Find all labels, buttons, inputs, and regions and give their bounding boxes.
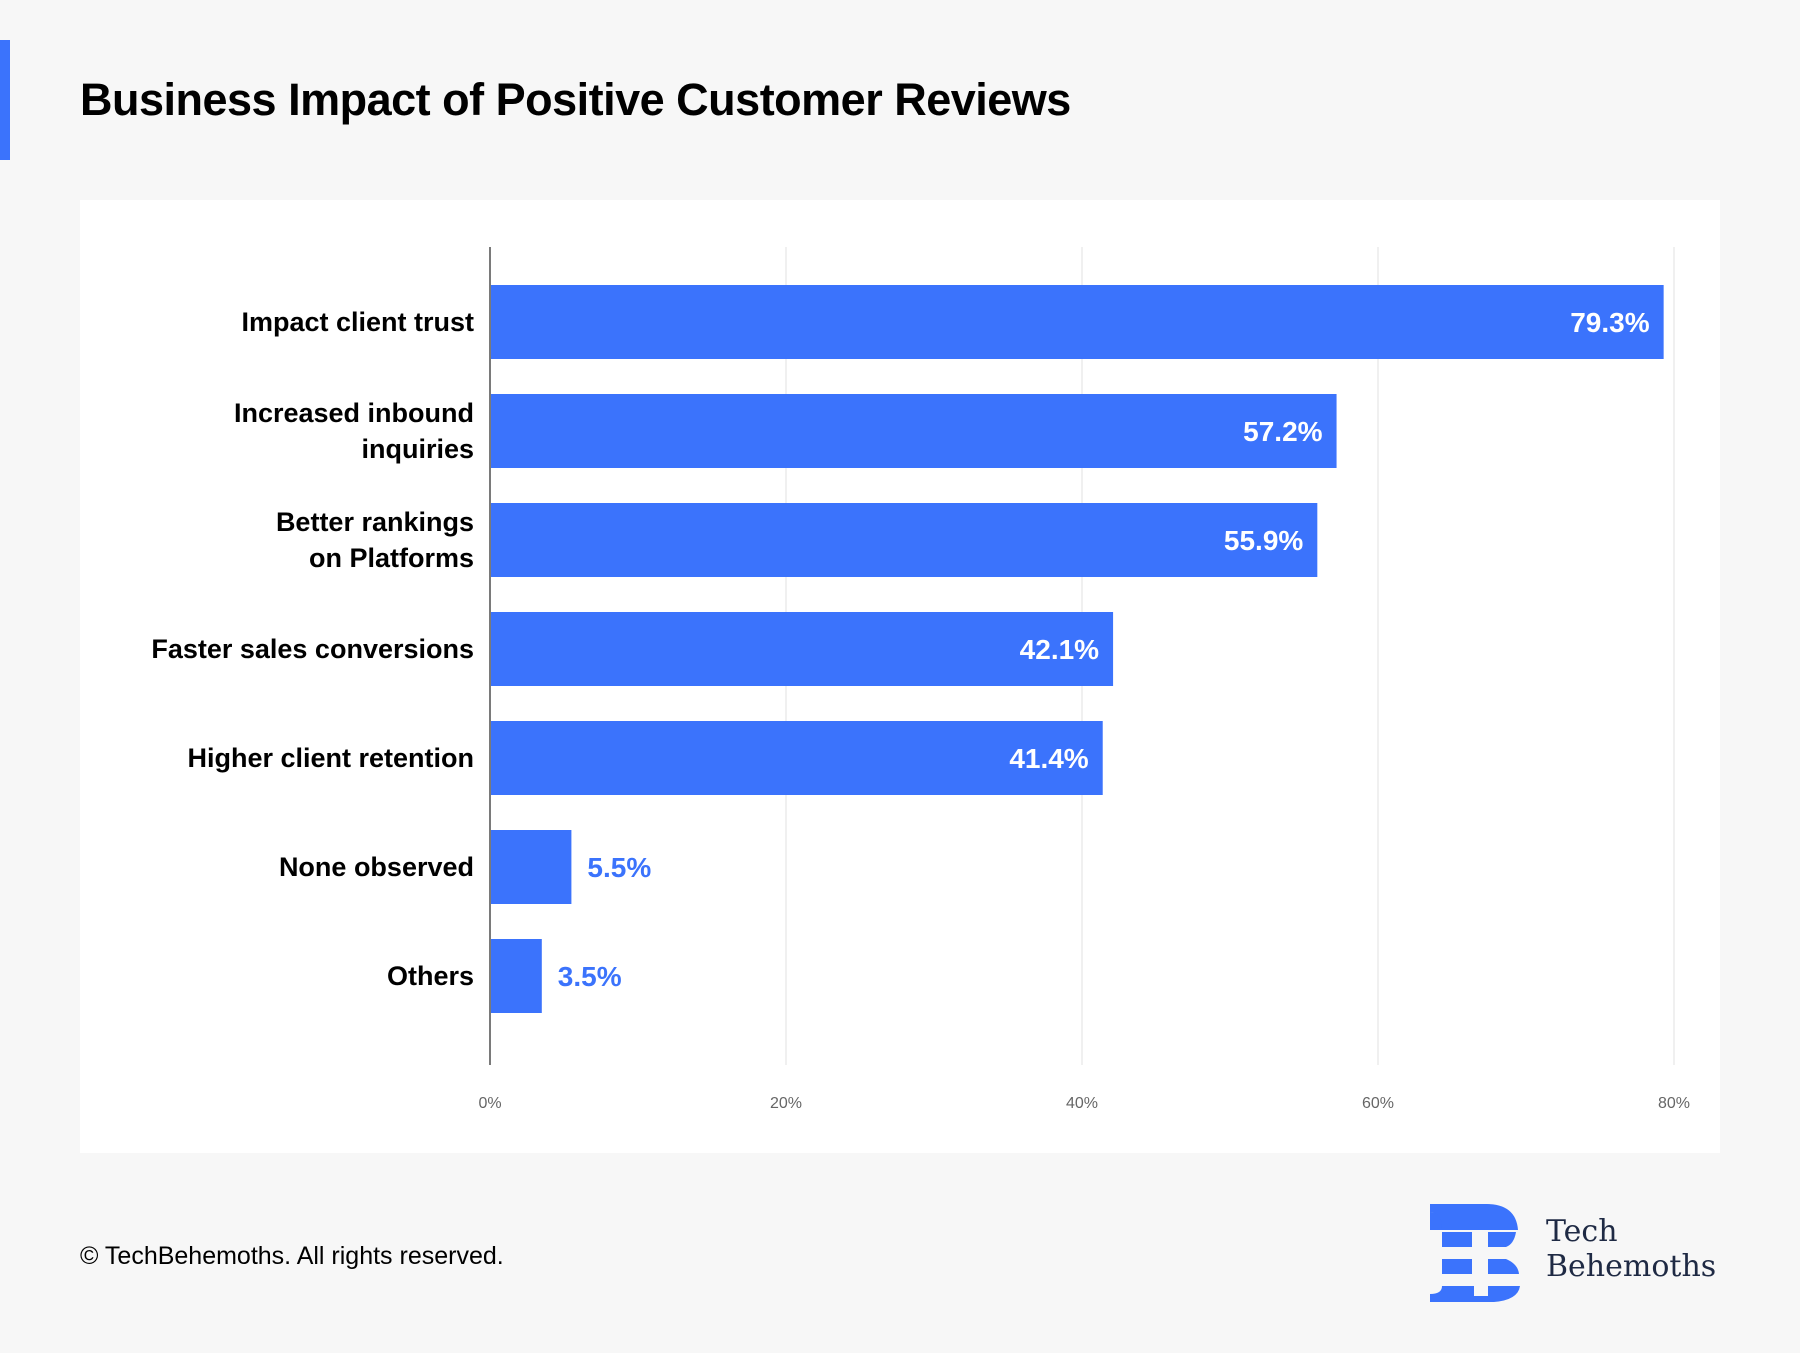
- category-label: Higher client retention: [187, 743, 474, 773]
- x-tick-label: 0%: [478, 1095, 501, 1112]
- bar-chart: 0% 20% 40% 60% 80% 79.3% Impact client trust 57…: [151, 247, 1690, 1112]
- category-label: Impact client trust: [241, 307, 474, 337]
- x-tick-label: 40%: [1066, 1095, 1098, 1112]
- brand-line-2: Behemoths: [1546, 1249, 1717, 1284]
- copyright-text: © TechBehemoths. All rights reserved.: [80, 1242, 504, 1270]
- page-title: Business Impact of Positive Customer Rev…: [80, 74, 1071, 125]
- bar: [490, 721, 1103, 795]
- data-label: 79.3%: [1570, 307, 1649, 338]
- brand-line-1: Tech: [1546, 1214, 1618, 1249]
- x-tick-label: 20%: [770, 1095, 802, 1112]
- category-label: None observed: [279, 852, 474, 882]
- data-label: 3.5%: [558, 961, 622, 992]
- data-label: 42.1%: [1020, 634, 1099, 665]
- category-label: inquiries: [361, 434, 474, 464]
- bar: [490, 285, 1664, 359]
- bar: [490, 612, 1114, 686]
- brand-wordmark: Tech Behemoths: [1546, 1214, 1716, 1284]
- bar: [490, 394, 1337, 468]
- chart-card: 0% 20% 40% 60% 80% 79.3% Impact client trust 57…: [80, 200, 1720, 1153]
- data-label: 55.9%: [1224, 525, 1303, 556]
- x-tick-label: 60%: [1362, 1095, 1394, 1112]
- bar: [490, 503, 1318, 577]
- title-accent-bar: [0, 40, 10, 160]
- techbehemoths-b-logo-icon: [1430, 1204, 1520, 1302]
- data-label: 41.4%: [1009, 743, 1088, 774]
- x-tick-label: 80%: [1658, 1095, 1690, 1112]
- bar: [490, 830, 572, 904]
- category-label: Better rankings: [276, 507, 474, 537]
- bar: [490, 939, 542, 1013]
- data-label: 5.5%: [587, 852, 651, 883]
- category-label: Others: [387, 961, 474, 991]
- category-label: Faster sales conversions: [151, 634, 474, 664]
- category-label: Increased inbound: [234, 398, 474, 428]
- data-label: 57.2%: [1243, 416, 1322, 447]
- category-label: on Platforms: [309, 543, 474, 573]
